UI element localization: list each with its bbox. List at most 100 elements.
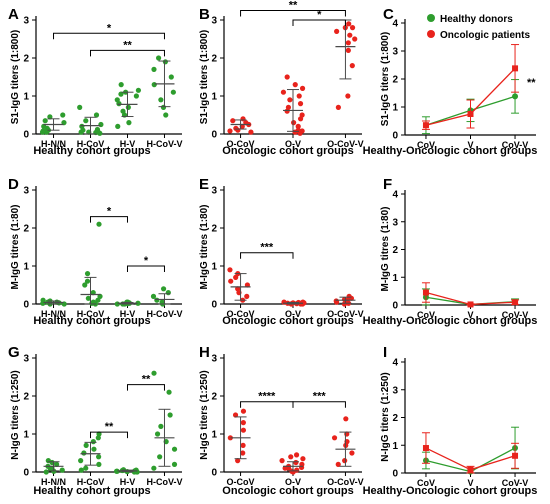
data-point <box>167 412 173 418</box>
data-point <box>154 431 161 437</box>
y-axis-label: M-IgG titres (1:80) <box>380 206 391 291</box>
x-tick-label: O-V <box>285 477 301 487</box>
panel-letter: G <box>8 344 20 361</box>
data-point <box>133 467 139 473</box>
data-point <box>168 74 174 80</box>
data-point <box>45 458 51 464</box>
data-point <box>126 120 132 126</box>
y-axis-label: S1-IgG titers (1:800) <box>380 32 391 126</box>
panel-letter: H <box>199 344 210 361</box>
data-point <box>113 468 120 474</box>
data-point <box>96 454 102 460</box>
x-tick-label: O-CoV <box>227 309 255 319</box>
data-point <box>41 123 47 129</box>
data-point <box>235 458 241 464</box>
data-point <box>160 104 167 110</box>
series-marker <box>512 65 519 72</box>
data-point <box>233 125 239 131</box>
x-tick-label: CoV <box>417 310 435 320</box>
data-point <box>96 431 102 437</box>
x-tick-label: H-V <box>120 309 136 319</box>
x-tick-label: O-V <box>285 139 301 149</box>
x-axis-label: Healthy cohort groups <box>33 145 150 157</box>
data-point <box>346 21 352 27</box>
x-axis-label: Healthy-Oncologic cohort groups <box>363 145 538 157</box>
data-point <box>240 427 247 433</box>
y-axis-label: N-IgG titers (1:250) <box>380 372 391 461</box>
significance-bracket <box>126 384 165 391</box>
x-tick-label: CoV-V <box>502 310 529 320</box>
data-point <box>120 108 126 114</box>
series-marker <box>467 466 474 473</box>
legend-label: Oncologic patients <box>440 30 530 41</box>
data-point <box>346 293 352 299</box>
significance-label: * <box>144 255 149 267</box>
data-point <box>296 93 302 99</box>
data-point <box>166 389 172 395</box>
data-point <box>90 299 96 305</box>
data-point <box>333 298 339 304</box>
y-tick-label: 1 <box>211 92 217 103</box>
data-point <box>82 282 88 288</box>
y-tick-label: 3 <box>392 47 398 58</box>
significance-bracket <box>240 10 346 17</box>
data-point <box>150 293 157 299</box>
data-point <box>331 435 338 441</box>
x-tick-label: V <box>467 140 473 150</box>
x-tick-label: O-V <box>285 309 301 319</box>
x-axis-label: Oncologic cohort groups <box>222 315 353 327</box>
y-tick-label: 1 <box>211 430 217 441</box>
data-point <box>43 469 49 475</box>
data-point <box>300 299 306 305</box>
data-point <box>294 467 300 473</box>
significance-label: *** <box>313 391 327 403</box>
data-point <box>158 423 164 429</box>
data-point <box>94 126 101 133</box>
x-tick-label: H-N/N <box>41 309 66 319</box>
data-point <box>281 299 287 305</box>
y-axis-label: N-IgG titers (1:250) <box>10 370 21 459</box>
x-tick-label: CoV-V <box>502 140 529 150</box>
data-point <box>291 120 297 126</box>
data-point <box>228 278 234 284</box>
x-tick-label: H-N/N <box>41 139 66 149</box>
data-point <box>299 112 305 118</box>
data-point <box>118 82 124 88</box>
data-point <box>334 28 340 34</box>
significance-label: **** <box>258 391 276 403</box>
data-point <box>297 101 304 107</box>
series-marker <box>467 111 474 117</box>
significance-label: ** <box>527 77 536 89</box>
data-point <box>40 128 46 134</box>
y-tick-label: 2 <box>23 224 29 235</box>
data-point <box>162 59 168 65</box>
data-point <box>170 89 176 95</box>
data-point <box>61 120 67 126</box>
significance-label: ** <box>289 0 298 12</box>
x-tick-label: O-CoV <box>227 477 255 487</box>
y-tick-label: 1 <box>392 441 398 452</box>
data-point <box>91 446 97 452</box>
series-marker <box>422 289 429 296</box>
data-point <box>83 465 89 471</box>
data-point <box>98 121 104 128</box>
y-axis-label: S1-IgG titers (1:800) <box>10 30 21 124</box>
panel-letter: E <box>199 176 209 193</box>
x-tick-label: O-CoV-V <box>327 309 364 319</box>
panel-letter: I <box>383 344 387 361</box>
data-point <box>345 47 351 54</box>
panel-letter: F <box>383 176 392 193</box>
y-tick-label: 1 <box>392 103 398 114</box>
data-point <box>280 89 287 95</box>
data-point <box>83 442 89 448</box>
series-marker <box>422 122 429 129</box>
significance-bracket <box>292 19 346 26</box>
y-tick-label: 2 <box>211 392 217 403</box>
data-point <box>78 467 84 473</box>
